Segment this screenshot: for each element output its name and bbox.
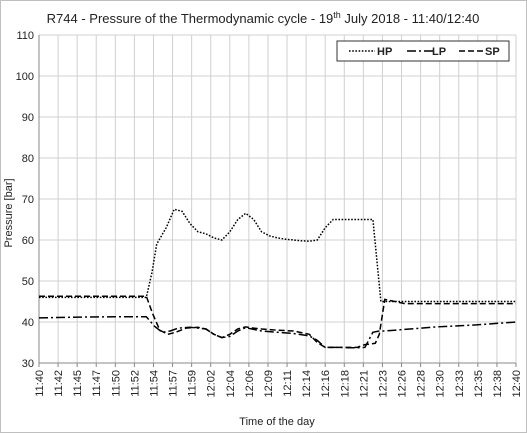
legend-label-hp: HP	[377, 46, 392, 58]
x-tick-label: 11:57	[168, 370, 180, 397]
x-tick-label: 12:11	[282, 370, 294, 397]
x-tick-label: 12:06	[244, 370, 256, 398]
x-tick-label: 11:59	[187, 370, 199, 397]
series-lines	[38, 208, 517, 349]
x-tick-label: 12:04	[225, 370, 237, 398]
grid-lines	[38, 34, 517, 364]
legend-box	[336, 40, 510, 62]
x-tick-label: 12:30	[435, 370, 447, 398]
x-tick-label: 12:09	[263, 370, 275, 398]
legend: HP LP SP	[336, 40, 510, 62]
y-tick-label: 110	[16, 30, 34, 42]
y-tick-label: 50	[22, 276, 34, 288]
x-axis-label: Time of the day	[239, 416, 315, 428]
x-tick-label: 12:16	[320, 370, 332, 398]
x-tick-label: 12:35	[473, 370, 485, 398]
x-tick-label: 12:40	[511, 370, 523, 398]
y-tick-label: 90	[22, 112, 34, 124]
x-tick-label: 11:52	[129, 370, 141, 397]
x-tick-label: 12:38	[492, 370, 504, 398]
y-axis-label: Pressure [bar]	[3, 178, 15, 247]
x-tick-label: 11:54	[148, 370, 160, 397]
y-tick-label: 30	[22, 358, 34, 370]
axes	[38, 35, 516, 364]
legend-label-lp: LP	[432, 46, 446, 58]
x-tick-label: 12:02	[206, 370, 218, 398]
y-tick-label: 80	[22, 153, 34, 165]
series-line-lp	[38, 315, 517, 349]
x-tick-label: 12:33	[454, 370, 466, 398]
x-tick-label: 12:26	[397, 370, 409, 398]
y-tick-label: 70	[22, 194, 34, 206]
x-tick-label: 11:42	[53, 370, 65, 397]
x-tick-label: 11:45	[72, 370, 84, 397]
x-tick-label: 12:23	[377, 370, 389, 398]
y-tick-label: 60	[22, 235, 34, 247]
x-axis-ticks: 11:40 11:42 11:45 11:47 11:50 11:52 11:54 11:57…	[34, 363, 523, 398]
y-tick-label: 40	[22, 317, 34, 329]
x-tick-label: 12:28	[416, 370, 428, 398]
x-tick-label: 11:47	[91, 370, 103, 397]
legend-label-sp: SP	[485, 46, 500, 58]
y-tick-label: 100	[16, 71, 34, 83]
series-line-sp	[39, 295, 516, 349]
x-tick-label: 11:40	[34, 370, 46, 397]
chart-title: R744 - Pressure of the Thermodynamic cyc…	[47, 10, 480, 26]
y-axis-ticks: 30 40 50 60 70 80 90 100 110	[16, 30, 34, 370]
x-tick-label: 12:14	[301, 370, 313, 398]
x-tick-label: 12:21	[358, 370, 370, 398]
series-line-hp	[39, 208, 516, 303]
x-tick-label: 12:18	[339, 370, 351, 398]
x-tick-label: 11:50	[110, 370, 122, 397]
